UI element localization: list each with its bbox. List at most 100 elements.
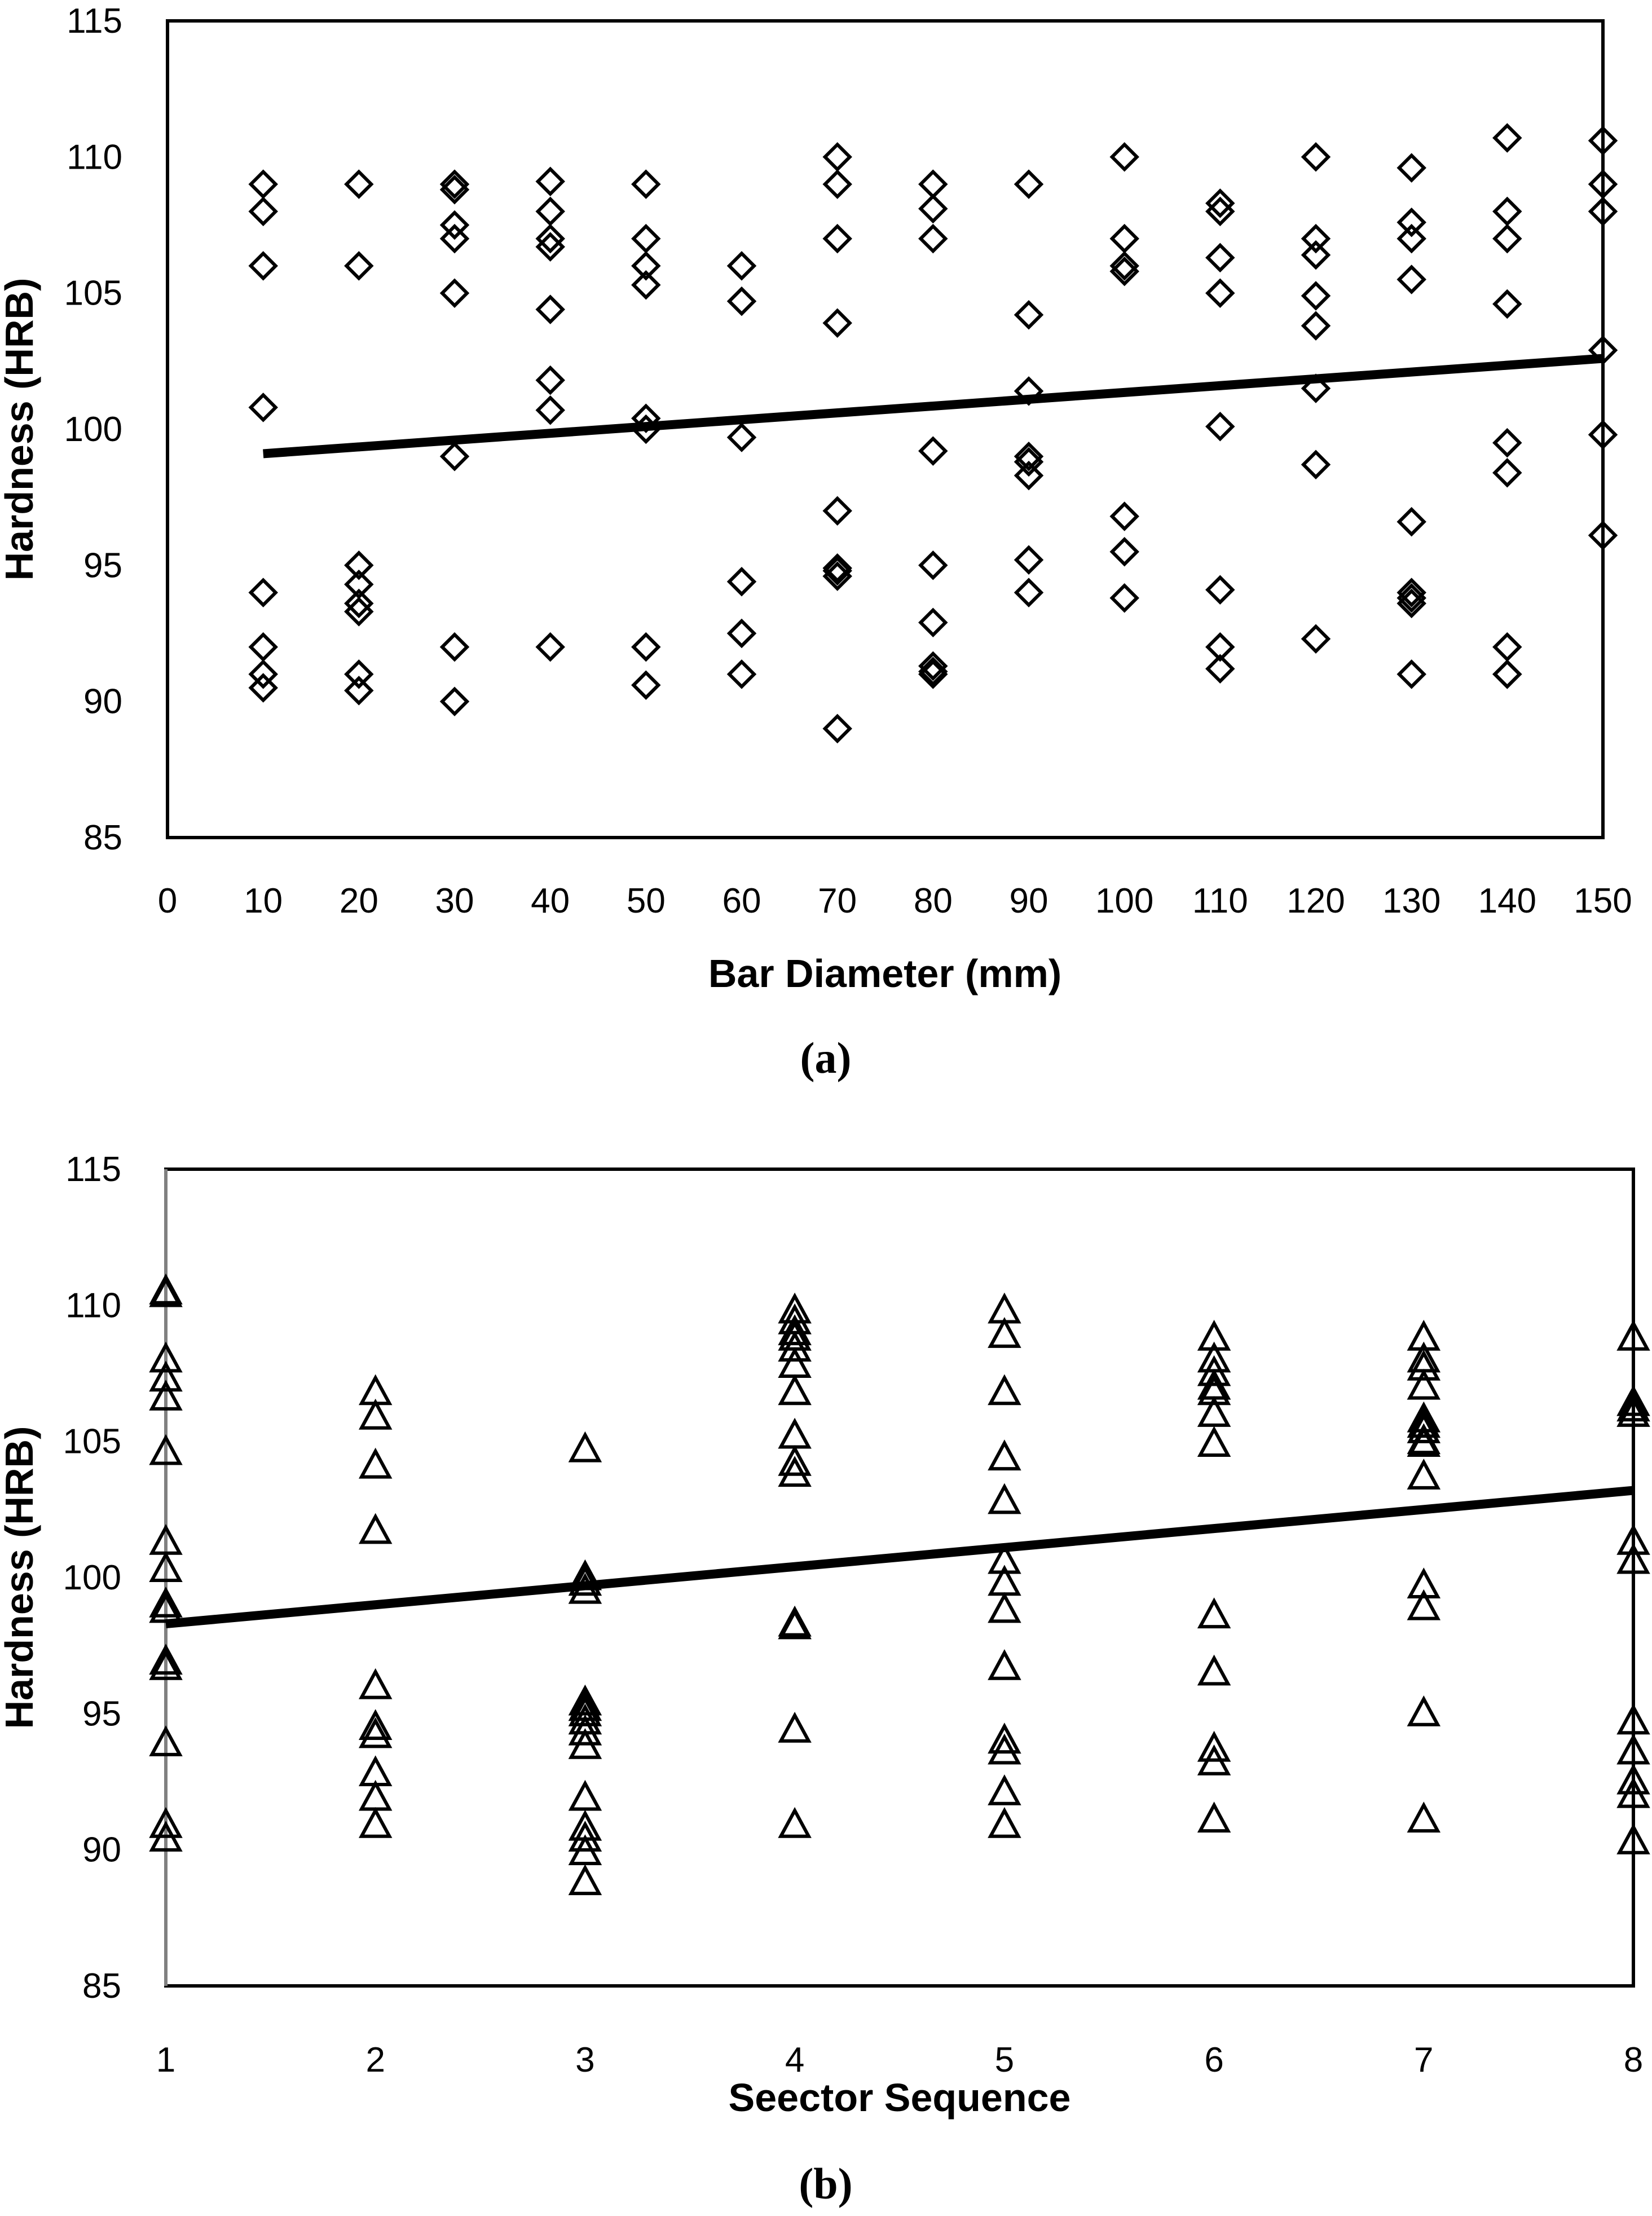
triangle-marker bbox=[778, 1456, 812, 1487]
triangle-marker bbox=[1407, 1412, 1441, 1443]
diamond-marker bbox=[248, 169, 278, 199]
diamond-marker bbox=[1397, 659, 1426, 689]
diamond-marker bbox=[726, 618, 757, 649]
triangle-marker bbox=[1407, 1695, 1441, 1726]
triangle-marker bbox=[149, 1725, 183, 1756]
y-tick-label: 95 bbox=[82, 1694, 121, 1733]
diamond-marker bbox=[918, 550, 948, 580]
diamond-marker bbox=[631, 251, 661, 281]
triangle-marker bbox=[358, 1779, 393, 1811]
panel-caption-b: (b) bbox=[799, 2159, 852, 2208]
trendline bbox=[165, 1486, 1634, 1629]
x-tick-label: 2 bbox=[365, 2041, 385, 2080]
diamond-marker bbox=[248, 673, 278, 703]
diamond-marker bbox=[726, 659, 757, 689]
triangle-marker bbox=[149, 1649, 183, 1680]
diamond-marker bbox=[822, 142, 852, 172]
diamond-marker bbox=[535, 232, 565, 262]
diamond-marker bbox=[918, 193, 948, 224]
diamond-marker bbox=[248, 251, 278, 281]
x-tick-label: 110 bbox=[1192, 882, 1248, 920]
triangle-marker bbox=[568, 1834, 602, 1865]
triangle-marker bbox=[988, 1439, 1021, 1471]
diamond-marker bbox=[535, 395, 565, 425]
triangle-marker bbox=[1197, 1744, 1231, 1776]
diamond-marker bbox=[1109, 256, 1139, 287]
panel-a-chart: 85 90 95 100 105 110 115 0 10 20 30 40 50 60 70 80 90 10… bbox=[0, 2, 1632, 1082]
diamond-marker bbox=[344, 659, 374, 689]
triangle-marker bbox=[358, 1513, 393, 1544]
triangle-marker bbox=[1197, 1654, 1231, 1686]
triangle-marker bbox=[1616, 1390, 1650, 1422]
x-tick-label: 120 bbox=[1287, 882, 1345, 920]
x-tick-label: 100 bbox=[1095, 882, 1153, 920]
x-tick-label: 7 bbox=[1414, 2041, 1433, 2080]
x-tick-label: 80 bbox=[914, 882, 953, 920]
diamond-marker bbox=[918, 659, 948, 689]
triangle-marker bbox=[1407, 1350, 1441, 1381]
triangle-marker bbox=[988, 1733, 1021, 1765]
triangle-marker bbox=[358, 1398, 393, 1430]
triangle-marker bbox=[778, 1807, 812, 1838]
diamond-marker bbox=[248, 659, 278, 689]
triangle-marker bbox=[568, 1690, 602, 1721]
x-tick-label: 6 bbox=[1204, 2041, 1223, 2080]
diamond-marker bbox=[1492, 196, 1522, 227]
diamond-marker bbox=[1205, 654, 1235, 684]
triangle-marker bbox=[358, 1709, 393, 1740]
diamond-marker bbox=[439, 686, 470, 716]
y-tick-label: 90 bbox=[83, 682, 122, 721]
triangle-marker bbox=[1407, 1426, 1441, 1457]
diamond-marker bbox=[1109, 536, 1139, 567]
triangle-marker bbox=[1197, 1355, 1231, 1386]
diamond-marker bbox=[822, 553, 852, 583]
diamond-marker bbox=[1205, 196, 1235, 227]
diamond-marker bbox=[248, 632, 278, 662]
x-tick-label: 20 bbox=[340, 882, 378, 920]
triangle-marker bbox=[149, 1273, 183, 1305]
diamond-marker bbox=[535, 365, 565, 395]
diamond-marker bbox=[726, 286, 757, 316]
triangle-marker bbox=[568, 1431, 602, 1462]
triangle-marker bbox=[778, 1712, 812, 1743]
diamond-marker bbox=[822, 308, 852, 338]
triangle-marker bbox=[1407, 1320, 1441, 1351]
diamond-marker bbox=[726, 422, 757, 452]
diamond-marker bbox=[344, 676, 374, 706]
diamond-marker bbox=[535, 223, 565, 254]
y-tick-label: 100 bbox=[64, 410, 122, 449]
diamond-marker bbox=[1301, 450, 1331, 479]
diamond-marker bbox=[248, 578, 278, 607]
diamond-marker bbox=[1205, 411, 1235, 442]
diamond-marker bbox=[1588, 196, 1618, 227]
triangle-marker bbox=[568, 1779, 602, 1811]
triangle-marker bbox=[778, 1374, 812, 1406]
x-axis-title: Seector Sequence bbox=[729, 2076, 1071, 2120]
triangle-marker bbox=[1616, 1543, 1650, 1574]
triangle-marker bbox=[988, 1774, 1021, 1805]
y-tick-label: 110 bbox=[67, 138, 122, 177]
y-axis-ticks: 85 90 95 100 105 110 115 bbox=[64, 2, 122, 857]
triangle-marker bbox=[149, 1551, 183, 1582]
x-axis-ticks: 0 10 20 30 40 50 60 70 80 90 100 110 120 130 140 150 bbox=[158, 882, 1632, 920]
diamond-marker bbox=[1301, 373, 1331, 403]
triangle-marker bbox=[568, 1695, 602, 1726]
triangle-marker bbox=[1407, 1589, 1441, 1620]
diamond-marker bbox=[822, 556, 852, 586]
y-tick-label: 115 bbox=[65, 1150, 121, 1189]
triangle-marker bbox=[988, 1374, 1021, 1406]
y-tick-label: 90 bbox=[82, 1831, 121, 1870]
diamond-marker bbox=[918, 657, 948, 686]
diamond-marker bbox=[822, 223, 852, 254]
x-tick-label: 130 bbox=[1382, 882, 1440, 920]
triangle-marker bbox=[149, 1587, 183, 1618]
diamond-marker bbox=[1109, 251, 1139, 281]
triangle-marker bbox=[1407, 1368, 1441, 1400]
diamond-marker bbox=[918, 169, 948, 199]
triangle-marker bbox=[778, 1445, 812, 1476]
triangle-marker bbox=[1407, 1567, 1441, 1598]
triangle-marker bbox=[988, 1722, 1021, 1754]
diamond-marker bbox=[1109, 142, 1139, 172]
diamond-marker bbox=[1492, 428, 1522, 458]
